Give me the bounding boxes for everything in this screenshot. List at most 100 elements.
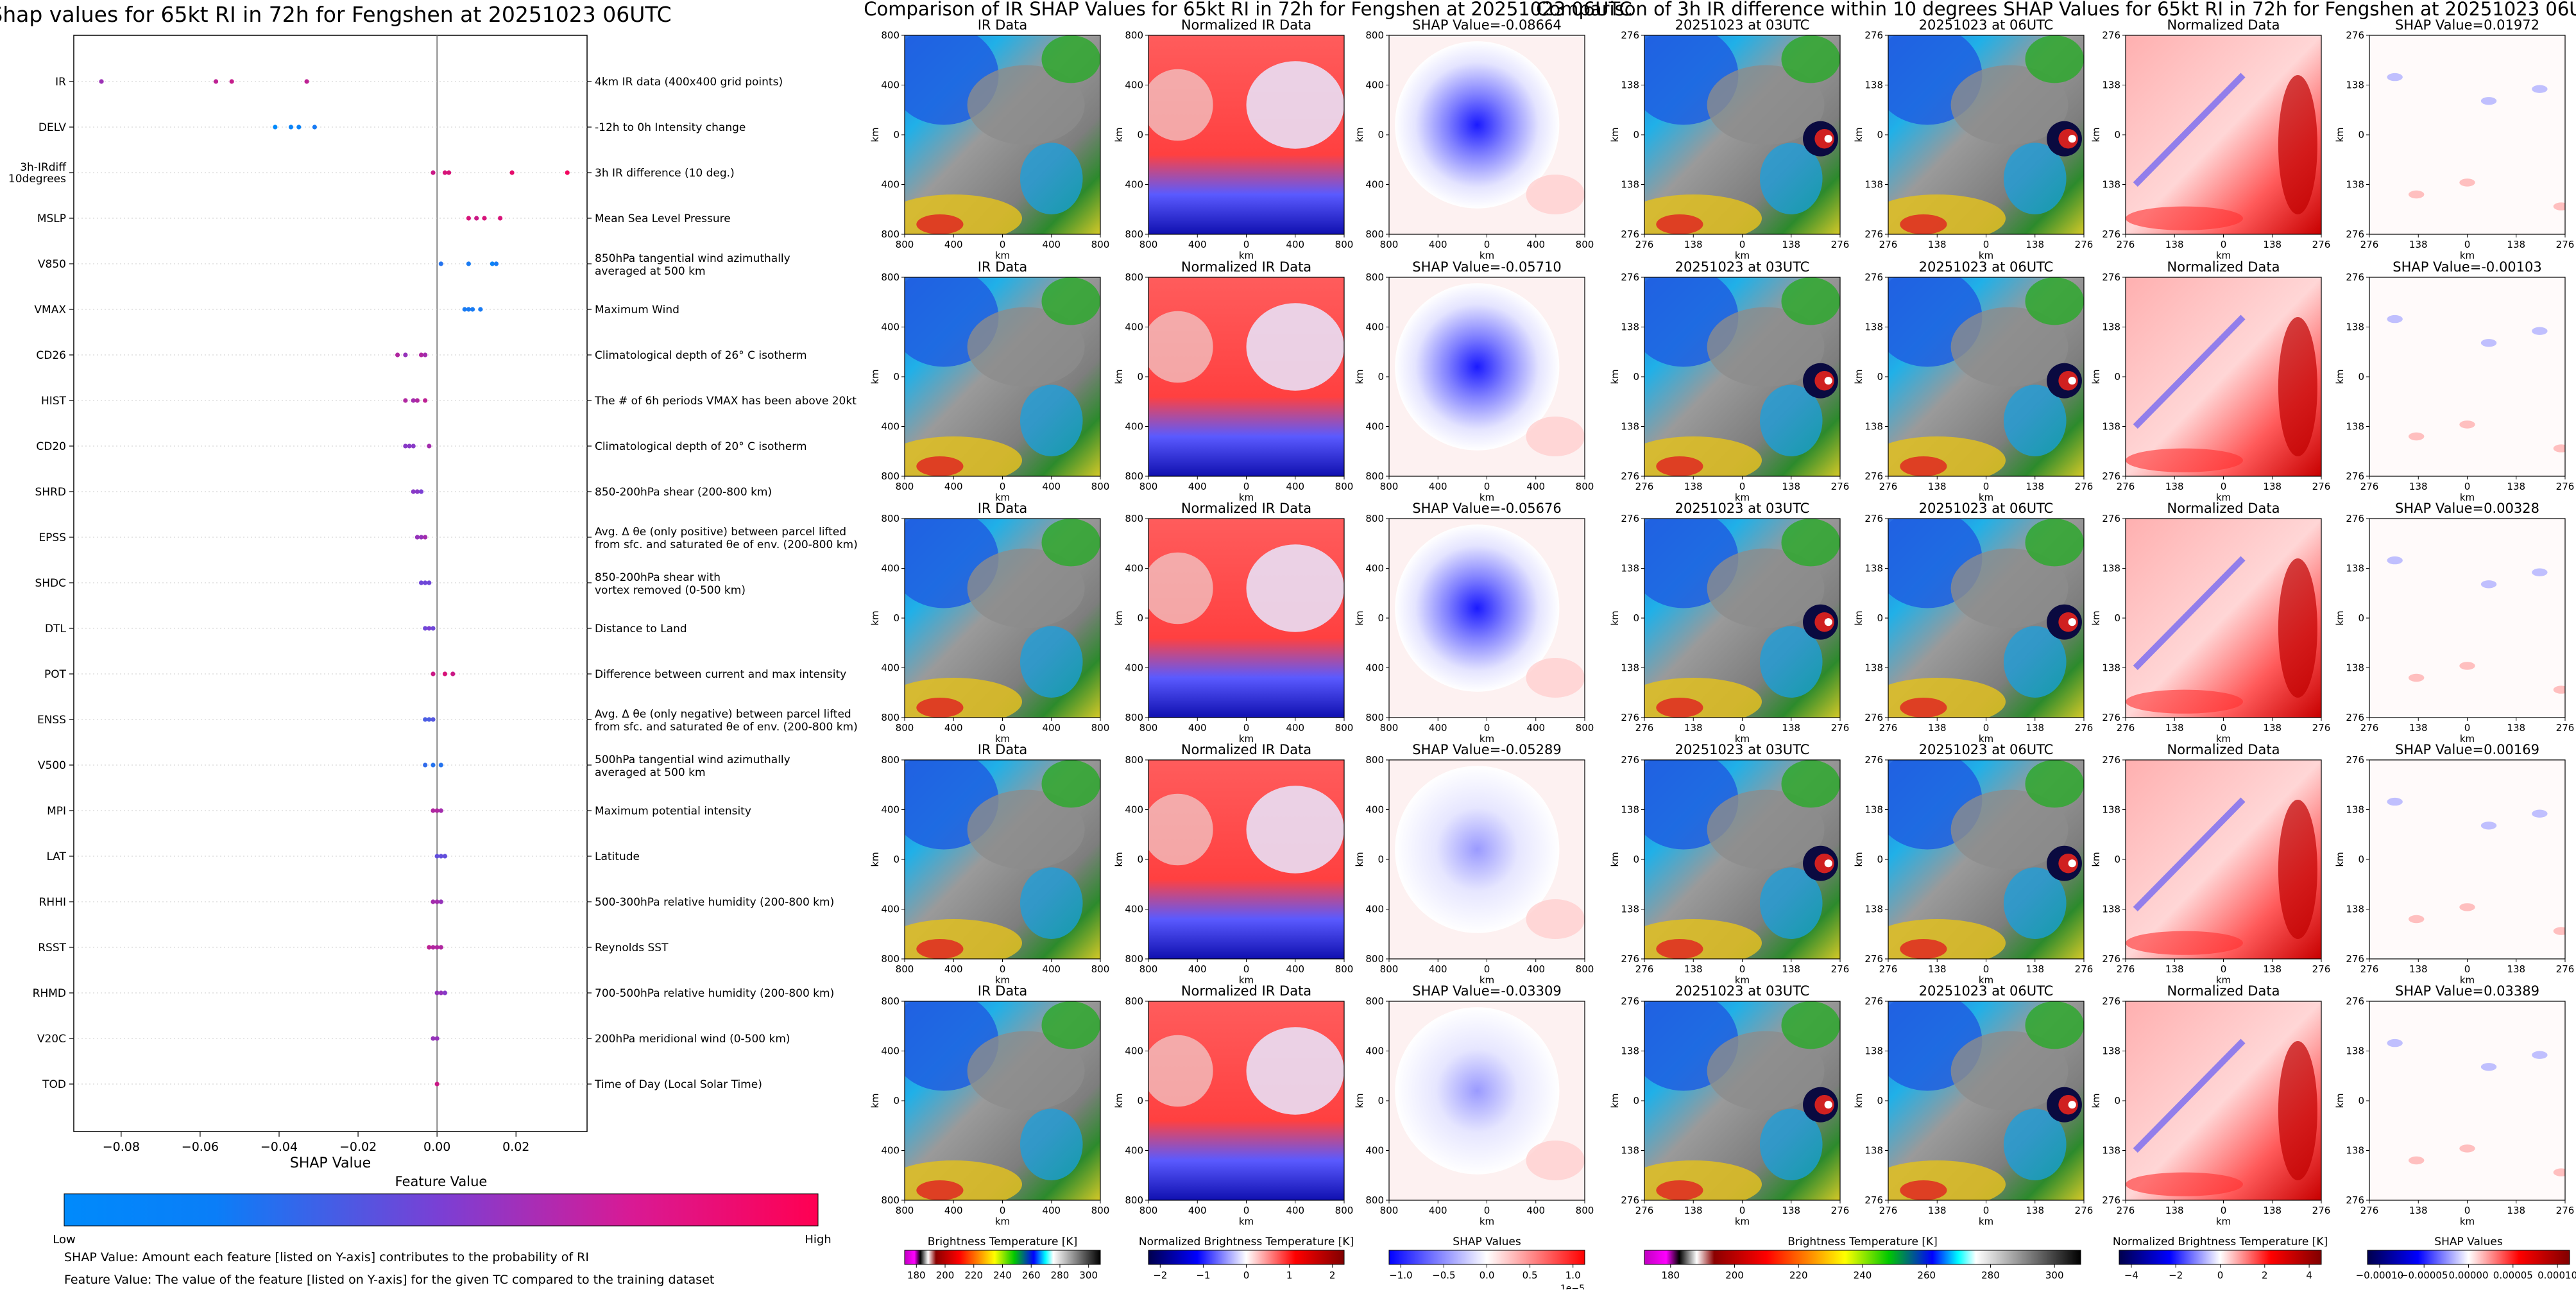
x-axis-label: km: [1480, 1216, 1494, 1227]
feature-label: DELV: [38, 121, 66, 134]
y-tick-label: 276: [1621, 271, 1639, 283]
norm-light-patch: [1148, 1035, 1213, 1107]
colorbar-tick-label: 0.00005: [2493, 1270, 2533, 1281]
x-tick-label: 800: [1380, 1205, 1399, 1216]
panel-title: IR Data: [978, 17, 1028, 33]
x-tick-label: 800: [896, 481, 914, 492]
x-axis-label: km: [1979, 974, 1993, 986]
panel-ir3: [1888, 760, 2084, 959]
shap3-speckle: [2532, 327, 2548, 335]
x-tick-label: 138: [2165, 481, 2184, 492]
y-tick-label: 138: [1864, 80, 1883, 91]
y-axis-label: km: [1113, 369, 1125, 384]
ir-cloud-gray: [1950, 789, 2068, 870]
x-tick-label: 138: [2026, 481, 2044, 492]
y-tick-label: 800: [1365, 271, 1384, 283]
x-tick-label: 0: [2221, 963, 2227, 975]
brightness-colorbar-3h: [1644, 1250, 2081, 1265]
panel-shap: [1389, 519, 1585, 718]
y-tick-label: 138: [1864, 563, 1883, 574]
feature-description: 3h IR difference (10 deg.): [595, 167, 735, 180]
x-tick-label: 276: [1831, 963, 1850, 975]
x-axis-label: km: [2216, 733, 2231, 745]
shap-red-patch: [1526, 417, 1585, 456]
colorbar-tick-label: 2: [2262, 1270, 2268, 1281]
y-axis-label: km: [2334, 852, 2346, 866]
x-axis-label: km: [1480, 250, 1494, 261]
panel-title: SHAP Value=-0.00103: [2393, 259, 2542, 275]
panel-title: 20251023 at 06UTC: [1919, 742, 2054, 757]
x-tick-label: 276: [1635, 722, 1654, 734]
x-axis-label: km: [1735, 974, 1750, 986]
x-tick-label: −0.06: [182, 1140, 219, 1154]
shap-point: [423, 580, 428, 585]
shap-point: [466, 261, 471, 266]
ndiff-blue-band: [2133, 556, 2246, 671]
x-axis-label: km: [995, 250, 1010, 261]
y-tick-label: 800: [881, 995, 900, 1007]
y-tick-label: 276: [2102, 30, 2120, 41]
x-tick-label: 276: [1635, 1205, 1654, 1216]
feature-label: CD26: [36, 349, 66, 362]
shap-point: [434, 1036, 439, 1041]
x-tick-label: 276: [2360, 239, 2379, 250]
panel-title: 20251023 at 03UTC: [1675, 17, 1810, 33]
shap3-speckle: [2409, 1156, 2425, 1165]
y-tick-label: 0: [1877, 129, 1883, 141]
x-tick-label: 400: [944, 963, 963, 975]
ndiff-red-band: [2278, 317, 2317, 456]
ir-cloud-green: [2025, 760, 2084, 808]
shap-axes-frame: [73, 35, 588, 1132]
x-tick-label: 0: [1243, 722, 1250, 734]
y-tick-label: 138: [2346, 1046, 2364, 1057]
x-axis-label: km: [1979, 492, 1993, 503]
shap3-speckle: [2459, 178, 2475, 187]
x-tick-label: 276: [1879, 1205, 1898, 1216]
x-tick-label: 400: [1429, 722, 1447, 734]
y-tick-label: 800: [1125, 228, 1143, 240]
x-axis-label: km: [1239, 974, 1254, 986]
shap-point: [296, 125, 302, 130]
y-axis-label: km: [2090, 1093, 2102, 1108]
panel-ir3: [1888, 35, 2084, 234]
y-tick-label: 0: [1137, 371, 1143, 383]
feature-label: SHDC: [35, 577, 66, 590]
x-tick-label: 400: [1526, 481, 1545, 492]
x-tick-label: 800: [1139, 481, 1158, 492]
x-tick-label: 400: [1429, 239, 1447, 250]
shap3-background: [2369, 519, 2565, 718]
shap-point: [462, 307, 467, 312]
panel-ir3: [1888, 1001, 2084, 1200]
shap3-speckle: [2480, 580, 2497, 589]
feature-label: LAT: [46, 850, 66, 863]
y-tick-label: 138: [2346, 421, 2364, 433]
y-tick-label: 400: [1365, 904, 1384, 915]
shap3-speckle: [2409, 673, 2425, 682]
colorbar-tick-label: 180: [907, 1270, 926, 1281]
panel-title: SHAP Value=-0.08664: [1412, 17, 1562, 33]
x-axis-label: km: [1239, 1216, 1254, 1227]
x-tick-label: 400: [1526, 722, 1545, 734]
storm-eye: [2068, 618, 2076, 626]
y-tick-label: 800: [1365, 712, 1384, 723]
y-axis-label: km: [1609, 127, 1621, 142]
shap-blue-core: [1395, 41, 1560, 209]
x-axis-label: km: [1735, 492, 1750, 503]
shap-point: [427, 626, 432, 631]
y-tick-label: 0: [893, 1095, 900, 1107]
ir-cloud-green: [2025, 35, 2084, 83]
y-tick-label: 276: [1621, 30, 1639, 41]
shap-point: [470, 307, 475, 312]
x-axis-label: km: [1239, 492, 1254, 503]
shap-point: [498, 216, 503, 221]
feature-label: IR: [55, 76, 66, 89]
colorbar-tick-label: −0.5: [1432, 1270, 1455, 1281]
feature-description: 850hPa tangential wind azimuthally averag…: [595, 252, 790, 278]
y-tick-label: 0: [1378, 854, 1384, 865]
y-axis-label: km: [869, 610, 881, 625]
x-tick-label: 800: [1091, 239, 1110, 250]
ndiff-red-band: [2278, 558, 2317, 698]
shap-point: [427, 717, 432, 722]
shap-point: [411, 489, 416, 494]
feature-label: RHMD: [33, 987, 66, 1000]
